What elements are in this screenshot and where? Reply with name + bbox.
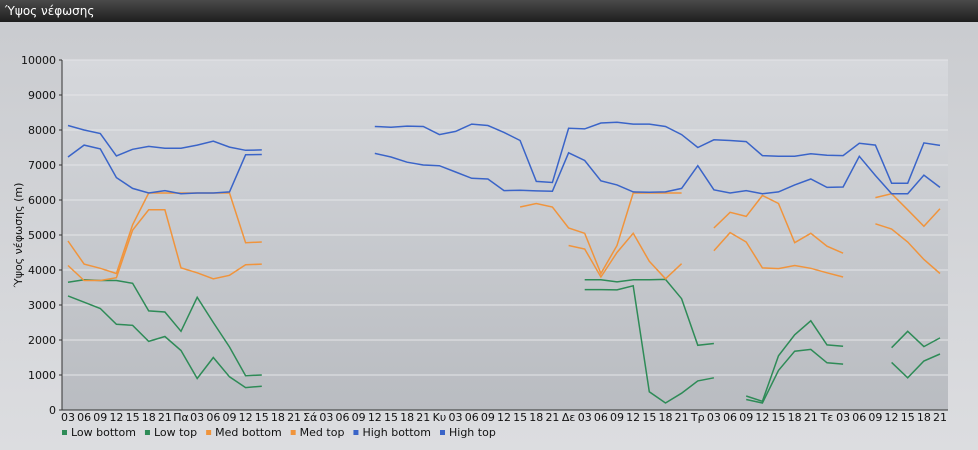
x-tick-label: 06: [77, 411, 91, 424]
title-bar: [0, 0, 978, 22]
y-tick-label: 8000: [28, 124, 56, 137]
legend-marker: [62, 430, 67, 435]
x-tick-label: 06: [594, 411, 608, 424]
x-tick-label: 09: [93, 411, 107, 424]
x-tick-label: 06: [852, 411, 866, 424]
x-tick-label: 06: [465, 411, 479, 424]
x-tick-label: 03: [449, 411, 463, 424]
series-line: [67, 209, 941, 282]
x-tick-label: 03: [319, 411, 333, 424]
x-tick-label: 21: [804, 411, 818, 424]
x-tick-label: 12: [497, 411, 511, 424]
y-tick-label: 10000: [21, 54, 56, 67]
x-tick-label: 15: [126, 411, 140, 424]
x-tick-label: 21: [933, 411, 947, 424]
x-tick-label: 21: [158, 411, 172, 424]
legend-label: Med top: [300, 426, 345, 439]
x-tick-label: Πα: [173, 411, 189, 424]
y-tick-label: 5000: [28, 229, 56, 242]
x-tick-label: 15: [513, 411, 527, 424]
y-tick-label: 7000: [28, 159, 56, 172]
legend-marker: [290, 430, 296, 435]
x-tick-label: 03: [190, 411, 204, 424]
x-tick-label: 09: [868, 411, 882, 424]
x-tick-label: Τρ: [690, 411, 705, 424]
x-tick-label: 09: [739, 411, 753, 424]
x-tick-label: 03: [578, 411, 592, 424]
series-line: [67, 192, 941, 276]
x-tick-label: 21: [287, 411, 301, 424]
x-tick-label: 18: [271, 411, 285, 424]
x-tick-label: 06: [336, 411, 350, 424]
x-tick-label: 03: [61, 411, 75, 424]
y-tick-label: 9000: [28, 89, 56, 102]
x-tick-label: Τε: [820, 411, 834, 424]
x-tick-label: 12: [109, 411, 123, 424]
x-tick-label: Σά: [303, 411, 317, 424]
y-tick-label: 3000: [28, 299, 56, 312]
legend-marker: [144, 430, 150, 435]
x-tick-label: 15: [255, 411, 269, 424]
legend-label: High top: [449, 426, 496, 439]
x-tick-label: 09: [222, 411, 236, 424]
x-tick-label: 03: [707, 411, 721, 424]
series-line: [67, 284, 941, 404]
x-tick-label: 15: [384, 411, 398, 424]
legend-label: Med bottom: [215, 426, 282, 439]
y-axis-label: Ύψος νέφωσης (m): [12, 183, 25, 289]
x-tick-label: 18: [529, 411, 543, 424]
y-tick-label: 4000: [28, 264, 56, 277]
legend-label: Low top: [154, 426, 197, 439]
y-tick-label: 0: [49, 404, 56, 417]
legend-label: Low bottom: [71, 426, 136, 439]
legend-marker: [206, 430, 212, 435]
x-tick-label: 21: [545, 411, 559, 424]
x-tick-label: 03: [836, 411, 850, 424]
x-tick-label: 15: [642, 411, 656, 424]
x-tick-label: 21: [416, 411, 430, 424]
legend-marker: [440, 430, 445, 435]
x-tick-label: 12: [239, 411, 253, 424]
x-tick-label: 12: [626, 411, 640, 424]
y-tick-label: 6000: [28, 194, 56, 207]
y-tick-label: 2000: [28, 334, 56, 347]
x-tick-label: 12: [368, 411, 382, 424]
window-title: Ύψος νέφωσης: [4, 4, 94, 18]
series-line: [67, 121, 941, 184]
x-tick-label: 09: [481, 411, 495, 424]
legend-label: High bottom: [362, 426, 431, 439]
x-tick-label: 06: [723, 411, 737, 424]
x-tick-label: Δε: [562, 411, 576, 424]
x-tick-label: 06: [206, 411, 220, 424]
x-tick-label: 18: [658, 411, 672, 424]
x-tick-label: 18: [788, 411, 802, 424]
x-tick-label: 09: [610, 411, 624, 424]
x-tick-label: 09: [352, 411, 366, 424]
y-tick-label: 1000: [28, 369, 56, 382]
x-tick-label: 15: [772, 411, 786, 424]
x-tick-label: Κυ: [433, 411, 447, 424]
x-tick-label: 18: [142, 411, 156, 424]
x-tick-label: 12: [755, 411, 769, 424]
x-tick-label: 15: [901, 411, 915, 424]
x-tick-label: 12: [885, 411, 899, 424]
series-line: [67, 144, 941, 195]
x-tick-label: 21: [675, 411, 689, 424]
x-tick-label: 18: [400, 411, 414, 424]
x-tick-label: 18: [917, 411, 931, 424]
series-line: [67, 278, 941, 403]
legend-marker: [353, 430, 359, 435]
